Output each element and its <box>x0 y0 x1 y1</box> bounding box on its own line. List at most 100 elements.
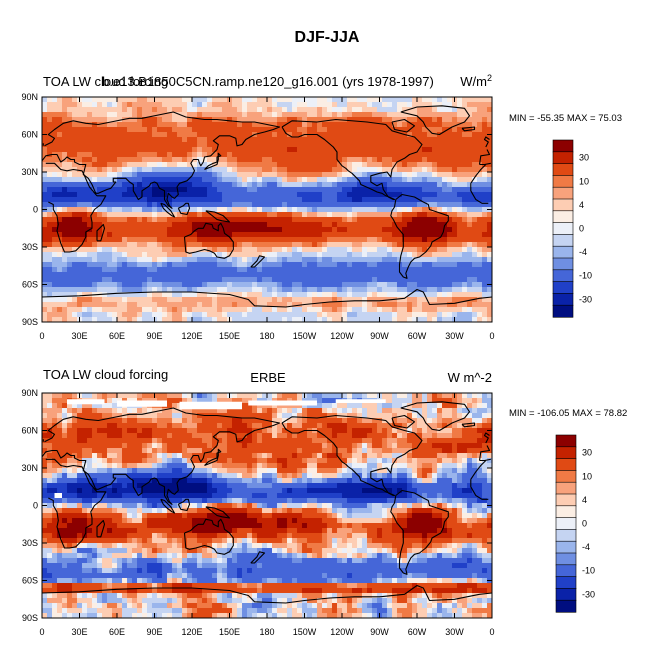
field-cell <box>127 513 133 519</box>
field-cell <box>112 262 118 268</box>
field-cell <box>362 112 368 118</box>
field-cell <box>437 277 443 283</box>
field-cell <box>87 423 93 429</box>
field-cell <box>387 272 393 278</box>
field-cell <box>337 282 343 288</box>
field-cell <box>147 112 153 118</box>
field-cell <box>327 232 333 238</box>
field-cell <box>357 142 363 148</box>
field-cell <box>122 117 128 123</box>
field-cell <box>327 167 333 173</box>
field-cell <box>327 312 333 318</box>
field-cell <box>462 107 468 113</box>
field-cell <box>52 197 58 203</box>
field-cell <box>252 127 258 133</box>
field-cell <box>412 182 418 188</box>
field-cell <box>87 413 93 419</box>
field-cell <box>352 212 358 218</box>
field-cell <box>217 207 223 213</box>
field-cell <box>92 583 98 589</box>
field-cell <box>452 262 458 268</box>
field-cell <box>437 287 443 293</box>
field-cell <box>197 307 203 313</box>
field-cell <box>97 458 103 464</box>
field-cell <box>462 212 468 218</box>
field-cell <box>322 317 328 322</box>
field-cell <box>237 127 243 133</box>
field-cell <box>307 232 313 238</box>
field-cell <box>77 428 83 434</box>
field-cell <box>207 217 213 223</box>
field-cell <box>47 242 53 248</box>
field-cell <box>437 262 443 268</box>
field-cell <box>212 292 218 298</box>
field-cell <box>142 142 148 148</box>
field-cell <box>467 307 473 313</box>
field-cell <box>487 177 492 183</box>
field-cell <box>257 167 263 173</box>
field-cell <box>272 172 278 178</box>
field-cell <box>82 202 88 208</box>
field-cell <box>87 613 93 618</box>
field-cell <box>137 312 143 318</box>
field-cell <box>87 122 93 128</box>
field-cell <box>307 192 313 198</box>
field-cell <box>42 448 48 454</box>
field-cell <box>382 177 388 183</box>
field-cell <box>117 247 123 253</box>
field-cell <box>472 137 478 143</box>
field-cell <box>152 267 158 273</box>
field-cell <box>177 247 183 253</box>
field-cell <box>147 202 153 208</box>
field-cell <box>312 297 318 303</box>
field-cell <box>272 272 278 278</box>
field-cell <box>357 147 363 153</box>
field-cell <box>402 122 408 128</box>
field-cell <box>387 162 393 168</box>
field-cell <box>292 117 298 123</box>
field-cell <box>487 242 492 248</box>
field-cell <box>287 277 293 283</box>
field-cell <box>447 292 453 298</box>
field-cell <box>97 207 103 213</box>
field-cell <box>332 257 338 263</box>
field-cell <box>222 122 228 128</box>
field-cell <box>67 312 73 318</box>
field-cell <box>82 408 88 414</box>
field-cell <box>42 418 48 424</box>
field-cell <box>192 227 198 233</box>
field-cell <box>387 227 393 233</box>
field-cell <box>102 232 108 238</box>
field-cell <box>57 257 63 263</box>
field-cell <box>127 478 133 484</box>
field-cell <box>252 122 258 128</box>
field-cell <box>297 152 303 158</box>
field-cell <box>142 117 148 123</box>
field-cell <box>232 107 238 113</box>
field-cell <box>102 453 108 459</box>
field-cell <box>217 202 223 208</box>
field-cell <box>412 217 418 223</box>
field-cell <box>52 142 58 148</box>
field-cell <box>232 257 238 263</box>
field-cell <box>352 272 358 278</box>
field-cell <box>392 312 398 318</box>
field-cell <box>337 297 343 303</box>
field-cell <box>312 102 318 108</box>
field-cell <box>432 242 438 248</box>
field-cell <box>172 147 178 153</box>
field-cell <box>77 112 83 118</box>
field-cell <box>182 252 188 258</box>
field-cell <box>467 317 473 322</box>
field-cell <box>172 107 178 113</box>
field-cell <box>302 212 308 218</box>
field-cell <box>257 307 263 313</box>
field-cell <box>62 583 68 589</box>
field-cell <box>252 267 258 273</box>
field-cell <box>107 257 113 263</box>
field-cell <box>252 262 258 268</box>
field-cell <box>232 202 238 208</box>
field-cell <box>207 202 213 208</box>
field-cell <box>87 202 93 208</box>
field-cell <box>387 237 393 243</box>
